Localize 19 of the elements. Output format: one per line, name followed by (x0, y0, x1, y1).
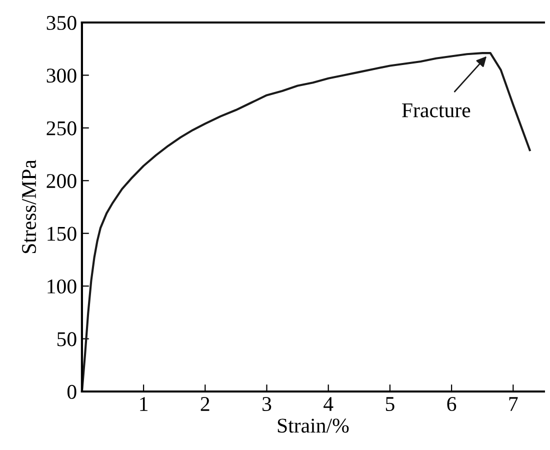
y-tick-label: 100 (48, 279, 76, 294)
x-tick-label: 7 (509, 397, 518, 411)
y-tick-label: 0 (67, 384, 76, 399)
y-tick-label: 50 (57, 332, 76, 346)
annotation: Fracture (402, 103, 470, 118)
line-series (82, 52, 531, 392)
y-tick-label: 300 (46, 68, 76, 83)
x-tick-label: 4 (324, 397, 334, 411)
x-tick-label: 6 (447, 397, 456, 412)
y-tick-label: 250 (46, 121, 76, 136)
y-tick-label: 350 (46, 16, 76, 30)
y-tick-label: 200 (46, 174, 76, 188)
x-tick-label: 5 (386, 397, 394, 412)
y-axis-title: Stress/MPa (22, 160, 36, 254)
x-tick-label: 3 (262, 397, 272, 412)
x-axis-title: Strain/% (278, 418, 349, 433)
x-tick-label: 1 (140, 397, 148, 411)
x-tick-label: 2 (200, 397, 210, 411)
y-tick-label: 150 (48, 226, 76, 241)
